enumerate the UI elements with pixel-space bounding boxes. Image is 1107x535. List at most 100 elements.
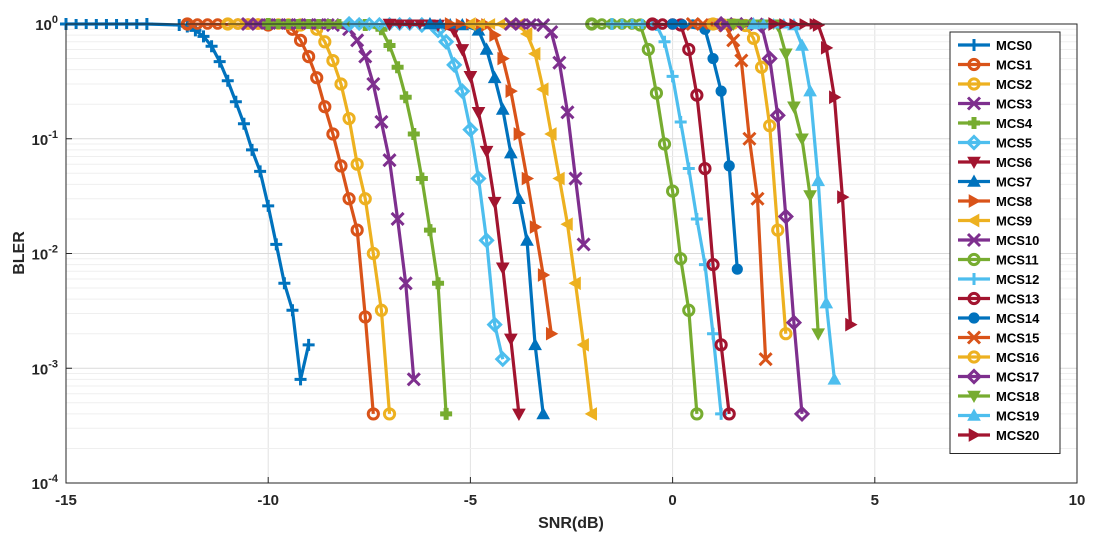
data-point [254,165,267,178]
data-point [544,25,559,40]
data-point [537,268,551,282]
data-point [568,276,581,291]
data-point [358,192,372,206]
x-tick-label: 10 [1069,492,1086,509]
data-point [742,131,757,146]
data-point [576,237,591,252]
data-point [968,273,980,285]
data-point [372,16,387,32]
legend-label: MCS7 [996,175,1032,190]
data-point [294,373,307,386]
data-point [713,15,730,33]
x-tick-label: 5 [871,492,879,509]
data-point [382,18,397,32]
data-point [845,317,858,332]
data-point [552,171,565,186]
data-point [495,102,510,115]
data-point [463,71,478,84]
data-point [968,194,982,208]
data-point [382,153,397,168]
data-point [584,407,598,421]
data-point [536,406,551,420]
legend-item: MCS18 [958,389,1039,404]
data-point [754,60,769,74]
data-point [293,33,308,47]
legend-label: MCS1 [996,58,1032,73]
data-point [690,212,703,225]
legend-item: MCS12 [958,272,1039,287]
series-mcs20 [768,17,858,332]
data-point [358,49,373,64]
data-point [529,220,543,234]
data-point [795,38,809,51]
data-point [968,428,982,442]
legend-label: MCS2 [996,77,1032,92]
data-point [407,128,420,140]
series-line [611,22,723,415]
legend-item: MCS1 [958,58,1032,73]
data-point [746,31,761,45]
data-point [674,115,687,128]
data-point [714,338,728,352]
data-point [966,232,982,248]
data-point [462,121,479,138]
data-point [795,133,809,146]
data-point [706,258,720,272]
data-point [479,145,494,159]
y-tick-label: 10-3 [32,358,58,378]
data-point [495,262,510,275]
data-point [520,233,534,246]
data-point [536,82,549,97]
data-point [560,217,573,232]
y-tick-label: 10-4 [32,473,59,493]
data-point [398,276,413,291]
data-point [374,114,389,130]
data-point [399,91,412,104]
data-point [302,338,315,351]
data-point [965,134,983,151]
legend-item: MCS14 [958,311,1040,326]
legend-item: MCS4 [958,116,1033,131]
data-point [545,326,559,341]
legend-label: MCS4 [996,116,1033,131]
data-point [793,405,811,423]
legend-label: MCS8 [996,194,1032,209]
data-point [326,127,340,141]
data-point [658,35,671,48]
data-point [552,55,567,70]
data-point [521,171,535,186]
legend-label: MCS0 [996,38,1032,53]
data-point [334,159,348,173]
data-point [690,407,704,421]
data-point [489,28,502,42]
data-point [470,170,487,187]
data-point [310,71,324,85]
data-point [769,107,786,124]
legend-item: MCS15 [958,330,1039,346]
data-point [342,111,356,126]
legend-label: MCS6 [996,155,1032,170]
data-point [674,252,688,266]
legend-item: MCS5 [958,134,1032,151]
data-point [968,39,980,51]
data-point [641,42,655,57]
data-point [440,407,453,420]
data-point [715,85,727,97]
data-point [487,70,502,84]
data-point [968,312,980,324]
data-point [486,316,503,333]
data-point [352,16,367,32]
data-point [318,100,332,114]
legend-label: MCS5 [996,136,1032,151]
legend-item: MCS6 [958,155,1032,170]
data-point [560,105,575,120]
data-point [505,84,518,98]
legend-label: MCS3 [996,97,1032,112]
data-point [967,350,981,364]
data-point [682,303,696,317]
data-point [487,196,502,210]
data-point [812,18,826,32]
data-point [278,277,291,290]
data-point [803,84,817,97]
